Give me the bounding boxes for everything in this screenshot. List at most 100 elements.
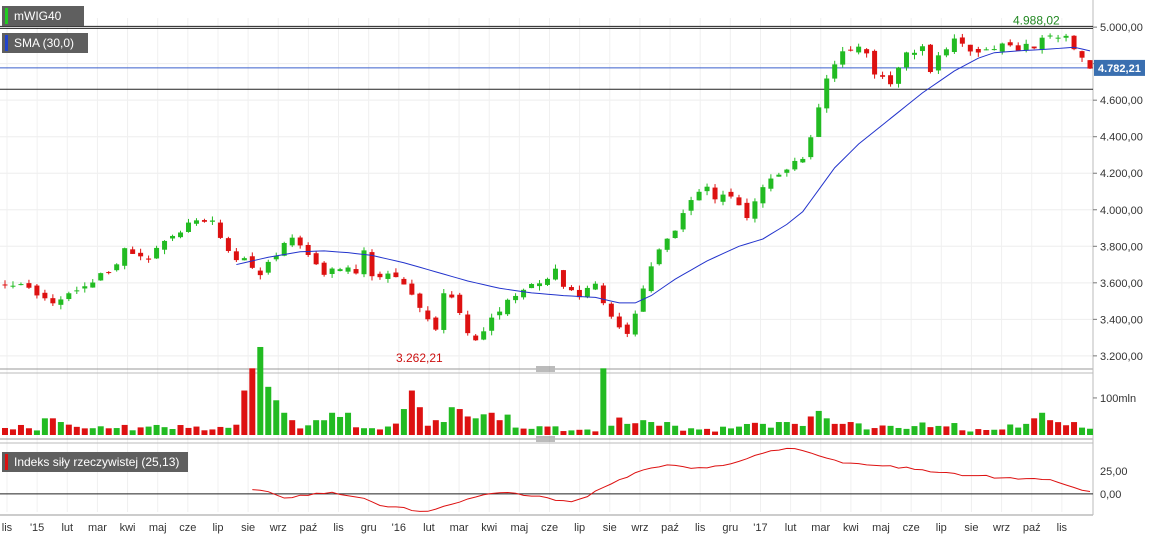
volume-bar <box>616 417 623 435</box>
candle <box>967 44 973 52</box>
volume-bar <box>432 420 439 435</box>
volume-bar <box>376 429 383 435</box>
candle <box>106 272 112 274</box>
volume-bar <box>496 420 503 435</box>
candle <box>896 67 902 84</box>
volume-bar <box>791 423 798 435</box>
candle <box>2 284 8 286</box>
candle <box>345 267 351 272</box>
candle <box>656 249 662 265</box>
volume-bar <box>273 400 280 435</box>
candle <box>513 295 519 301</box>
candle <box>904 52 910 68</box>
x-tick-label: sie <box>603 522 617 534</box>
candle <box>545 278 550 285</box>
x-tick-label: maj <box>149 522 167 534</box>
volume-bar <box>815 410 822 435</box>
candle <box>672 230 678 239</box>
price-tick-label: 4.000,00 <box>1100 205 1143 217</box>
candle <box>832 64 838 79</box>
volume-bar <box>656 425 663 435</box>
candle <box>417 293 423 308</box>
volume-bar <box>911 426 918 435</box>
candle <box>457 294 463 314</box>
candle <box>1055 37 1061 39</box>
candle <box>441 293 447 330</box>
volume-bar <box>879 425 886 435</box>
legend-sma[interactable]: SMA (30,0) <box>2 33 88 53</box>
candle <box>784 169 790 173</box>
volume-bar <box>345 412 352 435</box>
volume-bar <box>169 429 176 435</box>
candle <box>321 262 327 275</box>
volume-bar <box>1023 423 1030 435</box>
candle <box>1087 60 1093 69</box>
x-tick-label: paź <box>1023 522 1041 534</box>
x-tick-label: '17 <box>753 522 767 534</box>
candle <box>249 256 255 268</box>
volume-bar <box>225 427 232 435</box>
volume-bar <box>959 430 966 435</box>
candle <box>489 317 495 331</box>
volume-bar <box>241 390 248 435</box>
candle <box>273 255 279 260</box>
volume-bar <box>1079 427 1086 435</box>
x-tick-label: lis <box>2 522 13 534</box>
candle <box>537 283 543 287</box>
sma-line <box>236 46 1091 304</box>
candle <box>481 331 487 340</box>
candle <box>840 51 846 65</box>
grid-lines <box>0 18 1093 512</box>
volume-bar <box>520 428 527 435</box>
legend-indicator[interactable]: Indeks siły rzeczywistej (25,13) <box>2 452 188 472</box>
candle <box>241 258 247 261</box>
x-tick-label: lis <box>1057 522 1068 534</box>
candle <box>201 220 207 222</box>
volume-bar <box>424 425 431 435</box>
candle <box>975 48 981 53</box>
price-tick-label: 3.600,00 <box>1100 278 1143 290</box>
x-tick-label: lut <box>423 522 435 534</box>
candle <box>18 284 24 286</box>
x-tick-label: cze <box>903 522 920 534</box>
volume-bars <box>2 346 1093 435</box>
candle <box>824 78 830 109</box>
volume-bar <box>161 427 168 435</box>
x-tick-label: sie <box>964 522 978 534</box>
price-tick-label: 4.400,00 <box>1100 132 1143 144</box>
volume-bar <box>9 429 16 435</box>
legend-price-label: mWIG40 <box>14 9 62 23</box>
volume-bar <box>999 429 1006 435</box>
candle <box>138 252 144 257</box>
volume-bar <box>448 407 455 435</box>
volume-bar <box>983 430 990 435</box>
x-tick-label: kwi <box>843 522 859 534</box>
candle <box>1039 37 1045 50</box>
volume-bar <box>73 426 80 435</box>
volume-bar <box>400 409 407 435</box>
volume-bar <box>783 422 790 435</box>
volume-bar <box>680 430 687 435</box>
indicator-tick-label: 25,00 <box>1100 466 1128 478</box>
volume-bar <box>648 422 655 435</box>
x-tick-label: paź <box>300 522 318 534</box>
x-tick-label: maj <box>510 522 528 534</box>
volume-bar <box>2 427 8 435</box>
x-tick-label: mar <box>450 522 469 534</box>
candle <box>162 240 168 250</box>
volume-bar <box>536 426 543 435</box>
candle <box>640 288 646 312</box>
x-tick-label: sie <box>241 522 255 534</box>
volume-bar <box>129 430 136 435</box>
volume-bar <box>416 407 423 435</box>
x-tick-label: gru <box>361 522 377 534</box>
legend-price[interactable]: mWIG40 <box>2 6 84 26</box>
candle <box>42 292 48 299</box>
last-value-label: 4.782,21 <box>1098 63 1141 75</box>
candle <box>353 269 359 274</box>
volume-bar <box>568 430 575 435</box>
candle <box>568 287 574 291</box>
volume-bar <box>903 428 910 435</box>
volume-bar <box>305 425 312 435</box>
